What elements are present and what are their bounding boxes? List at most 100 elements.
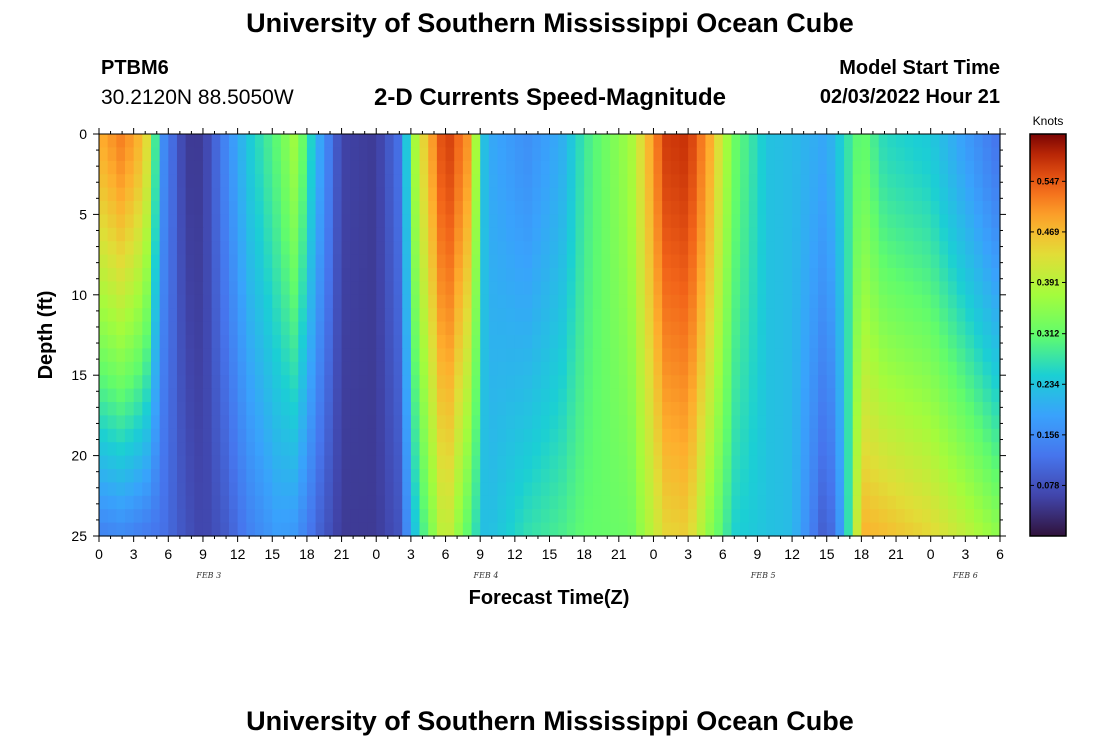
heatmap-cell <box>610 375 620 390</box>
heatmap-cell <box>376 227 386 242</box>
heatmap-cell <box>176 495 187 510</box>
heatmap-cell <box>939 348 949 363</box>
heatmap-cell <box>956 134 966 148</box>
x-tick-label: 21 <box>888 546 904 562</box>
heatmap-cell <box>263 469 273 483</box>
heatmap-cell <box>116 442 126 457</box>
heatmap-cell <box>133 241 143 256</box>
heatmap-cell <box>610 335 620 349</box>
heatmap-cell <box>480 201 490 215</box>
heatmap-cell <box>254 335 265 349</box>
heatmap-cell <box>644 147 655 162</box>
heatmap-cell <box>341 281 351 296</box>
heatmap-cell <box>809 214 819 229</box>
heatmap-cell <box>436 469 447 483</box>
heatmap-cell <box>107 482 117 497</box>
heatmap-cell <box>176 388 187 403</box>
heatmap-cell <box>783 428 793 443</box>
heatmap-cell <box>133 201 143 215</box>
heatmap-cell <box>228 227 239 242</box>
heatmap-cell <box>930 214 940 229</box>
heatmap-cell <box>220 509 230 524</box>
colorbar-tick-label: 0.078 <box>1037 480 1060 490</box>
heatmap-cell <box>410 388 421 403</box>
heatmap-cell <box>835 321 845 336</box>
heatmap-cell <box>133 509 143 524</box>
heatmap-cell <box>445 361 455 376</box>
heatmap-cell <box>514 308 525 323</box>
heatmap-cell <box>731 174 741 189</box>
heatmap-cell <box>766 160 776 175</box>
heatmap-cell <box>402 402 412 416</box>
heatmap-cell <box>402 268 412 282</box>
heatmap-cell <box>861 134 871 148</box>
heatmap-cell <box>670 147 681 162</box>
heatmap-cell <box>220 147 230 162</box>
heatmap-cell <box>566 522 577 537</box>
heatmap-cell <box>549 308 559 323</box>
heatmap-cell <box>298 495 308 510</box>
heatmap-cell <box>272 375 282 390</box>
heatmap-cell <box>133 335 143 349</box>
heatmap-cell <box>783 308 793 323</box>
heatmap-cell <box>956 147 966 162</box>
heatmap-cell <box>402 428 412 443</box>
heatmap-cell <box>887 522 897 537</box>
heatmap-cell <box>913 415 923 430</box>
heatmap-cell <box>575 375 585 390</box>
heatmap-cell <box>722 415 733 430</box>
heatmap-cell <box>280 402 291 416</box>
heatmap-cell <box>523 308 533 323</box>
heatmap-cell <box>696 388 707 403</box>
heatmap-cell <box>662 348 672 363</box>
heatmap-cell <box>471 495 481 510</box>
heatmap-cell <box>237 442 247 457</box>
heatmap-cell <box>904 147 914 162</box>
heatmap-cell <box>150 294 161 309</box>
heatmap-cell <box>861 281 871 296</box>
heatmap-cell <box>939 227 949 242</box>
heatmap-cell <box>280 174 291 189</box>
heatmap-cell <box>393 361 403 376</box>
heatmap-cell <box>272 509 282 524</box>
heatmap-cell <box>618 227 629 242</box>
heatmap-cell <box>99 321 109 336</box>
heatmap-cell <box>965 495 975 510</box>
heatmap-cell <box>185 281 195 296</box>
heatmap-cell <box>393 241 403 256</box>
heatmap-cell <box>220 415 230 430</box>
heatmap-cell <box>766 482 776 497</box>
x-tick-label: 0 <box>95 546 103 562</box>
heatmap-cell <box>306 522 317 537</box>
heatmap-cell <box>185 147 195 162</box>
heatmap-cell <box>696 348 707 363</box>
heatmap-cell <box>852 294 862 309</box>
heatmap-cell <box>341 495 351 510</box>
heatmap-cell <box>280 160 291 175</box>
heatmap-cell <box>497 428 507 443</box>
heatmap-cell <box>887 469 897 483</box>
heatmap-cell <box>653 482 663 497</box>
heatmap-cell <box>618 522 629 537</box>
heatmap-cell <box>315 147 325 162</box>
heatmap-cell <box>792 469 802 483</box>
heatmap-cell <box>584 268 594 282</box>
heatmap-cell <box>211 415 221 430</box>
heatmap-cell <box>298 375 308 390</box>
heatmap-cell <box>852 402 862 416</box>
heatmap-cell <box>644 254 655 269</box>
heatmap-cell <box>974 375 984 390</box>
heatmap-cell <box>202 308 213 323</box>
heatmap-cell <box>610 214 620 229</box>
heatmap-cell <box>965 415 975 430</box>
heatmap-cell <box>722 254 733 269</box>
heatmap-cell <box>133 482 143 497</box>
heatmap-cell <box>653 442 663 457</box>
heatmap-cell <box>757 187 767 202</box>
heatmap-cell <box>315 254 325 269</box>
heatmap-cell <box>913 361 923 376</box>
heatmap-cell <box>792 174 802 189</box>
heatmap-cell <box>402 308 412 323</box>
heatmap-cell <box>488 147 499 162</box>
heatmap-cell <box>471 348 481 363</box>
